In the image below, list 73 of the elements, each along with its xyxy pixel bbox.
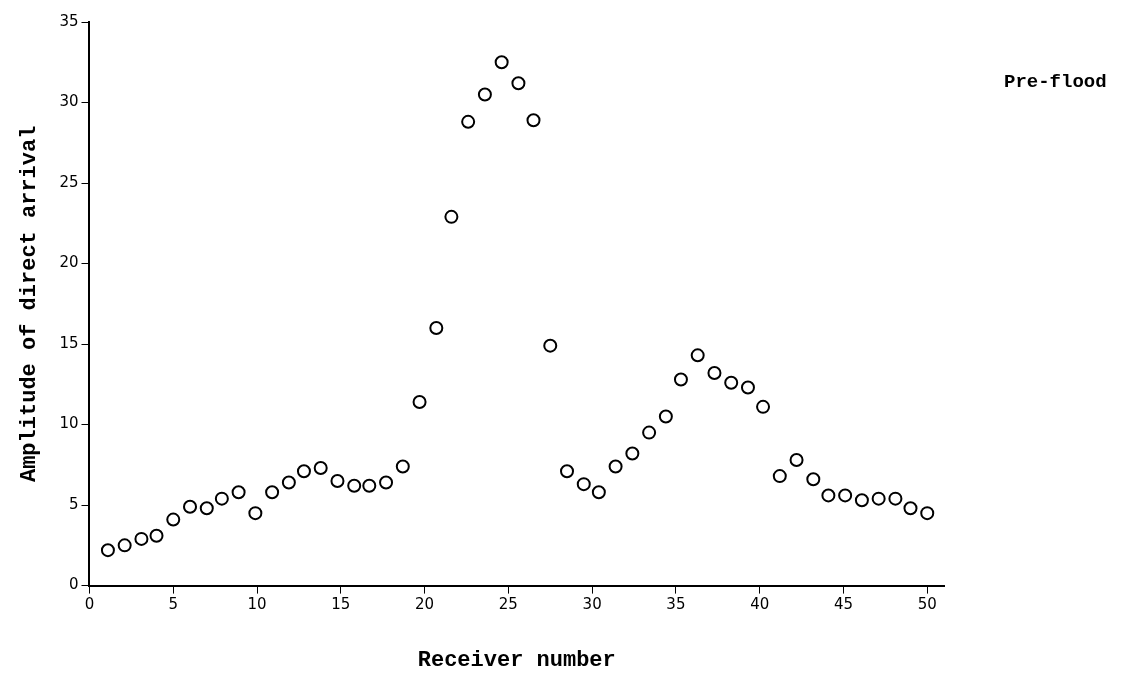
- point: [591, 485, 606, 500]
- x-tick-label: 5: [168, 595, 179, 614]
- x-tick-label: 20: [415, 595, 435, 614]
- point: [412, 395, 427, 410]
- point: [477, 87, 492, 102]
- point: [724, 375, 739, 390]
- point: [362, 478, 377, 493]
- y-axis-title: Amplitude of direct arrival: [16, 125, 42, 483]
- y-tick-label: 10: [59, 414, 79, 433]
- x-tick-label: 25: [498, 595, 518, 614]
- point: [526, 113, 541, 128]
- x-tick-label: 35: [666, 595, 686, 614]
- point: [183, 499, 198, 514]
- point: [806, 472, 821, 487]
- point: [149, 528, 164, 543]
- point: [821, 488, 836, 503]
- point: [560, 464, 575, 479]
- point: [888, 491, 903, 506]
- point: [494, 55, 509, 70]
- y-tick-label: 0: [68, 575, 79, 594]
- point: [658, 409, 673, 424]
- point: [265, 485, 280, 500]
- point: [608, 459, 623, 474]
- point: [296, 464, 311, 479]
- point: [920, 506, 935, 521]
- point: [903, 501, 918, 516]
- point: [379, 475, 394, 490]
- point: [281, 475, 296, 490]
- x-tick-label: 30: [582, 595, 602, 614]
- x-tick-label: 15: [331, 595, 351, 614]
- point: [756, 399, 771, 414]
- point: [511, 76, 526, 91]
- point: [429, 320, 444, 335]
- point: [166, 512, 181, 527]
- point: [740, 380, 755, 395]
- point: [214, 491, 229, 506]
- point: [313, 461, 328, 476]
- point: [134, 531, 149, 546]
- point: [871, 491, 886, 506]
- point: [642, 425, 657, 440]
- y-tick-label: 5: [68, 494, 79, 513]
- text: Pre-flood: [1004, 70, 1107, 93]
- point: [395, 459, 410, 474]
- y-tick-label: 20: [59, 253, 79, 272]
- point: [248, 506, 263, 521]
- y-tick-label: 25: [59, 172, 79, 191]
- point: [673, 372, 688, 387]
- point: [772, 469, 787, 484]
- point: [543, 338, 558, 353]
- x-tick-label: 40: [750, 595, 770, 614]
- point: [461, 114, 476, 129]
- point: [100, 543, 115, 558]
- point: [199, 501, 214, 516]
- y-tick-label: 15: [59, 333, 79, 352]
- point: [330, 473, 345, 488]
- point: [854, 493, 869, 508]
- point: [838, 488, 853, 503]
- x-tick-label: 45: [833, 595, 854, 614]
- x-tick-label: 50: [917, 595, 937, 614]
- x-axis-title: Receiver number: [417, 648, 616, 674]
- point: [690, 348, 705, 363]
- y-tick-label: 30: [59, 92, 79, 111]
- point: [231, 485, 246, 500]
- point: [117, 538, 132, 553]
- point: [789, 453, 804, 467]
- x-tick-label: 10: [247, 595, 267, 614]
- point: [444, 209, 459, 224]
- point: [576, 477, 591, 492]
- y-tick-label: 35: [59, 11, 79, 30]
- point: [347, 478, 362, 493]
- point: [625, 446, 640, 461]
- x-tick-label: 0: [84, 595, 95, 614]
- point: [707, 366, 722, 381]
